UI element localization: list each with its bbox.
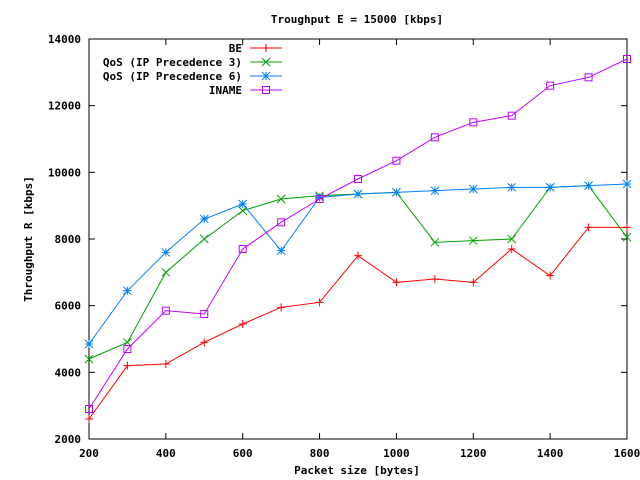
data-point bbox=[354, 251, 362, 260]
data-point bbox=[84, 339, 94, 349]
y-tick-label: 2000 bbox=[55, 433, 82, 446]
y-tick-label: 8000 bbox=[55, 233, 82, 246]
data-point bbox=[584, 73, 593, 82]
plot-frame bbox=[88, 38, 628, 440]
data-point bbox=[623, 55, 631, 63]
legend-marker bbox=[262, 44, 270, 52]
series-2 bbox=[84, 179, 632, 349]
data-point bbox=[85, 405, 93, 413]
data-point bbox=[123, 345, 132, 353]
legend-label: INAME bbox=[209, 84, 242, 97]
data-point bbox=[584, 223, 593, 232]
data-point bbox=[430, 275, 439, 283]
data-point bbox=[161, 306, 170, 315]
x-tick-label: 1600 bbox=[614, 447, 640, 460]
data-point bbox=[430, 186, 440, 196]
data-point bbox=[84, 354, 94, 364]
legend-marker bbox=[262, 86, 270, 94]
data-point bbox=[238, 320, 247, 328]
data-point bbox=[315, 195, 324, 203]
data-point bbox=[199, 234, 209, 244]
data-point bbox=[430, 133, 439, 142]
data-point bbox=[123, 286, 132, 296]
data-point bbox=[238, 245, 247, 253]
data-point bbox=[353, 189, 363, 199]
legend-marker bbox=[261, 57, 271, 67]
legend-label: BE bbox=[229, 42, 242, 55]
data-point bbox=[622, 179, 632, 189]
x-tick-label: 400 bbox=[156, 447, 176, 460]
x-tick-label: 1000 bbox=[383, 447, 410, 460]
data-point bbox=[315, 298, 324, 307]
data-point bbox=[546, 271, 555, 280]
x-tick-label: 1400 bbox=[537, 447, 564, 460]
data-point bbox=[507, 245, 516, 253]
y-tick-label: 12000 bbox=[48, 100, 81, 113]
data-point bbox=[392, 278, 401, 287]
data-point bbox=[469, 118, 478, 127]
x-tick-label: 600 bbox=[233, 447, 253, 460]
data-point bbox=[315, 192, 324, 202]
data-point bbox=[545, 182, 555, 192]
x-tick-label: 200 bbox=[79, 447, 99, 460]
data-point bbox=[161, 267, 171, 277]
data-point bbox=[161, 360, 170, 368]
data-point bbox=[238, 199, 248, 209]
data-point bbox=[199, 214, 209, 224]
data-point bbox=[507, 234, 517, 244]
data-point bbox=[200, 338, 209, 347]
data-point bbox=[430, 237, 440, 247]
y-tick-label: 10000 bbox=[48, 166, 81, 179]
y-tick-label: 14000 bbox=[48, 33, 81, 46]
data-point bbox=[277, 218, 286, 227]
data-point bbox=[622, 232, 632, 242]
series-line bbox=[88, 58, 628, 410]
data-point bbox=[354, 175, 362, 183]
series-0 bbox=[85, 223, 631, 423]
data-point bbox=[161, 247, 171, 257]
data-point bbox=[200, 310, 209, 318]
legend-marker bbox=[261, 71, 271, 81]
data-point bbox=[507, 111, 516, 120]
data-point bbox=[469, 278, 478, 287]
series-layer bbox=[84, 55, 632, 423]
data-point bbox=[85, 415, 93, 423]
chart-title: Troughput E = 15000 [kbps] bbox=[271, 13, 443, 26]
legend-label: QoS (IP Precedence 3) bbox=[103, 56, 242, 69]
y-tick-label: 6000 bbox=[55, 300, 82, 313]
y-tick-label: 4000 bbox=[55, 366, 82, 379]
data-point bbox=[123, 337, 132, 347]
data-point bbox=[392, 156, 401, 165]
data-point bbox=[277, 303, 286, 312]
series-1 bbox=[84, 181, 632, 364]
data-point bbox=[546, 81, 555, 90]
series-line bbox=[88, 185, 628, 360]
x-axis-label: Packet size [bytes] bbox=[294, 464, 420, 477]
data-point bbox=[276, 194, 286, 204]
legend-entry: QoS (IP Precedence 6) bbox=[103, 70, 282, 83]
data-point bbox=[468, 236, 478, 246]
series-3 bbox=[85, 55, 631, 413]
legend-entry: QoS (IP Precedence 3) bbox=[103, 56, 282, 69]
data-point bbox=[507, 182, 517, 192]
legend-entry: BE bbox=[229, 42, 282, 55]
x-tick-label: 1200 bbox=[460, 447, 487, 460]
data-point bbox=[276, 246, 286, 256]
data-point bbox=[623, 223, 631, 232]
y-axis-label: Throughput R [kbps] bbox=[22, 176, 35, 302]
data-point bbox=[123, 361, 132, 370]
legend-entry: INAME bbox=[209, 84, 282, 97]
data-point bbox=[468, 184, 478, 194]
legend-label: QoS (IP Precedence 6) bbox=[103, 70, 242, 83]
data-point bbox=[584, 181, 593, 191]
axes: 200 400 600 800 1000 1200 1400 1600 2000 4000 6000… bbox=[48, 33, 640, 460]
data-point bbox=[392, 187, 401, 197]
x-tick-label: 800 bbox=[310, 447, 330, 460]
series-line bbox=[88, 183, 628, 345]
